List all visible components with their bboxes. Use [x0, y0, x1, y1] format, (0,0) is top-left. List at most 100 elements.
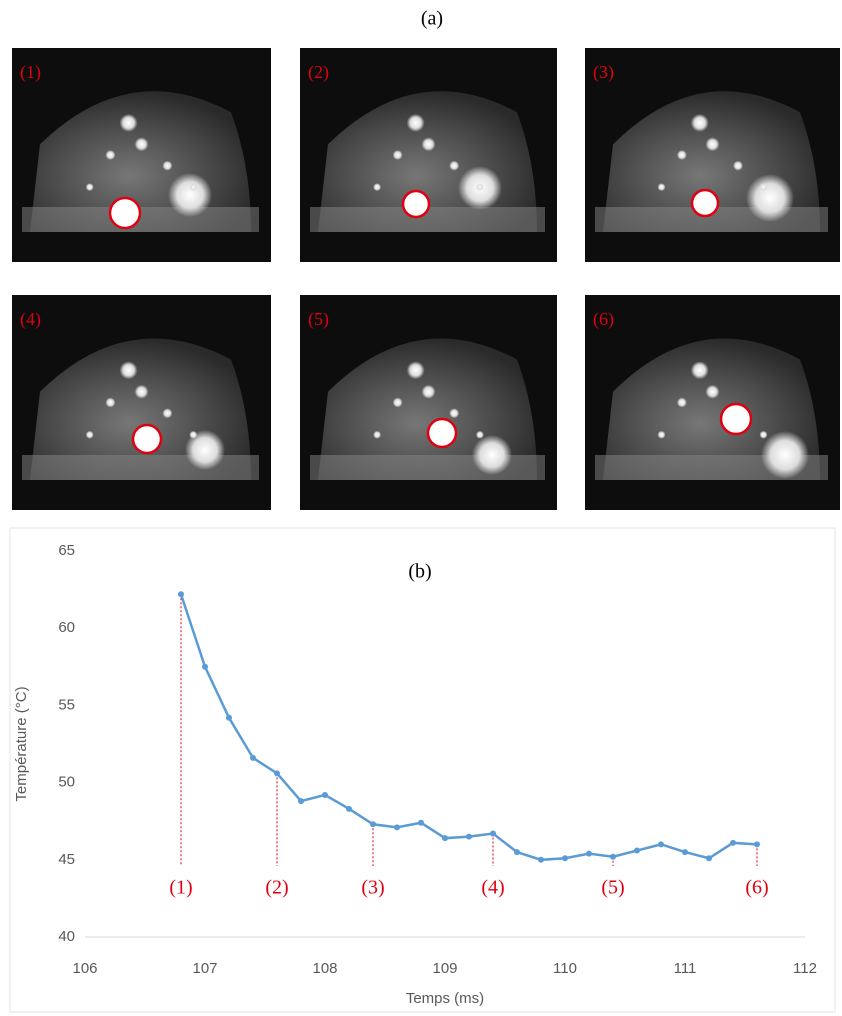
x-tick-label: 108: [312, 960, 337, 977]
mri-blob: [406, 113, 425, 132]
marker-label: (6): [745, 877, 768, 899]
mri-blob: [705, 137, 720, 152]
mri-blob: [134, 384, 149, 399]
chart-subtitle: (b): [408, 561, 431, 583]
mri-blob: [168, 173, 212, 217]
marker-label: (1): [169, 877, 192, 899]
mri-blob: [85, 183, 94, 192]
data-point: [298, 798, 304, 805]
mri-blob: [105, 397, 116, 408]
y-tick-label: 55: [58, 696, 75, 713]
mri-blob: [676, 150, 687, 160]
mri-blob: [676, 397, 687, 408]
panel-label: (4): [20, 309, 41, 330]
panel-label: (6): [593, 309, 614, 330]
data-line: [179, 593, 758, 862]
data-point: [466, 833, 472, 840]
mri-blob: [761, 431, 809, 479]
mri-blob: [119, 113, 138, 132]
data-point: [202, 663, 208, 670]
mri-blob: [657, 430, 666, 439]
mri-roi: [133, 425, 161, 453]
mri-blob: [657, 183, 666, 192]
data-point: [322, 791, 328, 798]
x-tick-label: 110: [553, 960, 577, 977]
mri-blob: [119, 361, 138, 380]
mri-blob: [105, 150, 116, 160]
mri-blob: [475, 430, 484, 439]
y-tick-label: 65: [58, 542, 75, 559]
marker-label: (5): [601, 877, 624, 899]
mri-blob: [421, 384, 436, 399]
panel-label: (2): [308, 62, 329, 83]
mri-roi: [692, 190, 718, 216]
data-point: [178, 591, 184, 598]
x-tick-label: 111: [674, 960, 697, 977]
mri-blob: [705, 384, 720, 399]
data-point: [442, 835, 448, 842]
mri-roi: [403, 191, 429, 217]
mri-blob: [373, 430, 382, 439]
y-axis-label: Température (°C): [13, 686, 30, 801]
roi-circle: [719, 402, 753, 436]
roi-circle: [131, 423, 163, 455]
x-tick-label: 112: [793, 960, 817, 977]
mri-blob: [421, 137, 436, 152]
mri-blob: [162, 408, 173, 419]
mri-blob: [733, 160, 743, 171]
mri-blob: [392, 397, 403, 408]
data-point: [586, 850, 592, 857]
mri-blob: [162, 160, 173, 171]
mri-blob: [690, 361, 709, 380]
data-point: [346, 805, 352, 812]
data-point: [250, 754, 256, 761]
data-point: [274, 770, 280, 777]
data-point: [514, 849, 520, 856]
marker-label: (3): [361, 877, 384, 899]
data-point: [562, 855, 568, 862]
data-point: [706, 855, 712, 862]
data-point: [370, 821, 376, 828]
marker-label: (2): [265, 877, 288, 899]
roi-circle: [108, 196, 142, 230]
y-tick-label: 60: [58, 619, 75, 636]
data-point: [634, 847, 640, 854]
mri-blob: [134, 137, 149, 152]
mri-blob: [85, 430, 94, 439]
mri-blob: [746, 174, 794, 222]
data-point: [226, 714, 232, 721]
mri-blob: [185, 430, 225, 470]
x-tick-label: 109: [432, 960, 457, 977]
mri-roi: [110, 198, 140, 228]
figure-label: (a): [421, 8, 443, 30]
data-point: [754, 841, 760, 848]
x-tick-label: 106: [72, 960, 97, 977]
mri-blob: [449, 408, 460, 419]
data-point: [394, 824, 400, 831]
data-point: [658, 841, 664, 848]
mri-floor: [22, 455, 259, 480]
panel-label: (5): [308, 309, 329, 330]
mri-blob: [759, 183, 768, 192]
mri-blob: [373, 183, 382, 192]
mri-blob: [189, 430, 198, 439]
y-tick-label: 40: [58, 928, 75, 945]
data-point: [490, 830, 496, 837]
data-point: [730, 839, 736, 846]
mri-blob: [406, 361, 425, 380]
roi-circle: [426, 417, 458, 449]
y-tick-label: 50: [58, 774, 75, 791]
data-point: [538, 856, 544, 863]
panel-label: (3): [593, 62, 614, 83]
x-axis-label: Temps (ms): [406, 990, 484, 1007]
y-tick-label: 45: [58, 851, 75, 868]
mri-blob: [189, 183, 198, 192]
data-point: [682, 849, 688, 856]
marker-label: (4): [481, 877, 504, 899]
chart-frame: [9, 527, 836, 1013]
mri-blob: [759, 430, 768, 439]
mri-blob: [449, 160, 460, 171]
mri-blob: [392, 150, 403, 160]
